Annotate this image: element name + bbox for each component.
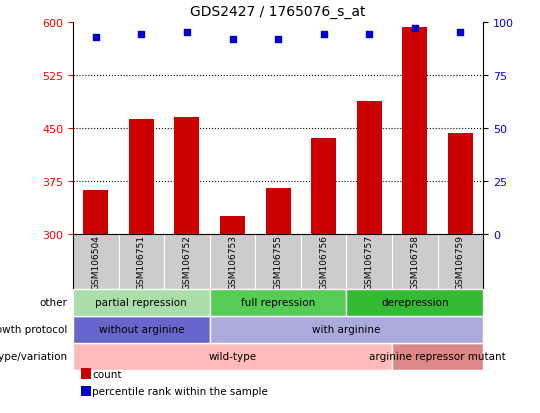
Text: GSM106755: GSM106755 — [274, 234, 282, 289]
Text: full repression: full repression — [241, 297, 315, 308]
Text: GSM106758: GSM106758 — [410, 234, 420, 289]
Bar — [448, 133, 473, 234]
Bar — [174, 118, 199, 234]
Bar — [438, 234, 483, 289]
Bar — [83, 190, 108, 234]
Point — [410, 26, 419, 32]
Text: GSM106504: GSM106504 — [91, 234, 100, 289]
Point — [456, 30, 465, 37]
Text: GSM106756: GSM106756 — [319, 234, 328, 289]
Point — [365, 32, 374, 39]
Point — [319, 32, 328, 39]
Text: percentile rank within the sample: percentile rank within the sample — [92, 387, 268, 396]
Text: ▶: ▶ — [74, 297, 82, 308]
Bar — [392, 234, 438, 289]
Text: GSM106759: GSM106759 — [456, 234, 465, 289]
Bar — [255, 234, 301, 289]
Point — [137, 32, 146, 39]
Bar — [220, 216, 245, 234]
Text: other: other — [39, 297, 68, 308]
Bar — [347, 234, 392, 289]
Text: without arginine: without arginine — [98, 324, 184, 335]
Text: genotype/variation: genotype/variation — [0, 351, 68, 361]
Text: wild-type: wild-type — [208, 351, 256, 361]
Text: GSM106757: GSM106757 — [365, 234, 374, 289]
Bar — [73, 234, 118, 289]
Text: growth protocol: growth protocol — [0, 324, 68, 335]
Bar — [118, 234, 164, 289]
Text: GSM106753: GSM106753 — [228, 234, 237, 289]
Text: with arginine: with arginine — [312, 324, 381, 335]
Text: GSM106751: GSM106751 — [137, 234, 146, 289]
Bar — [210, 234, 255, 289]
Bar — [301, 234, 347, 289]
Bar — [266, 188, 291, 234]
Text: derepression: derepression — [381, 297, 449, 308]
Bar — [311, 139, 336, 234]
Text: count: count — [92, 369, 122, 379]
Text: ▶: ▶ — [74, 351, 82, 361]
Bar — [164, 234, 210, 289]
Text: GSM106752: GSM106752 — [183, 234, 191, 289]
Bar — [129, 119, 154, 234]
Text: arginine repressor mutant: arginine repressor mutant — [369, 351, 506, 361]
Text: partial repression: partial repression — [96, 297, 187, 308]
Point — [91, 34, 100, 41]
Title: GDS2427 / 1765076_s_at: GDS2427 / 1765076_s_at — [191, 5, 366, 19]
Point — [183, 30, 191, 37]
Bar — [357, 102, 382, 234]
Bar — [402, 28, 428, 234]
Point — [274, 36, 282, 43]
Text: ▶: ▶ — [74, 324, 82, 335]
Point — [228, 36, 237, 43]
